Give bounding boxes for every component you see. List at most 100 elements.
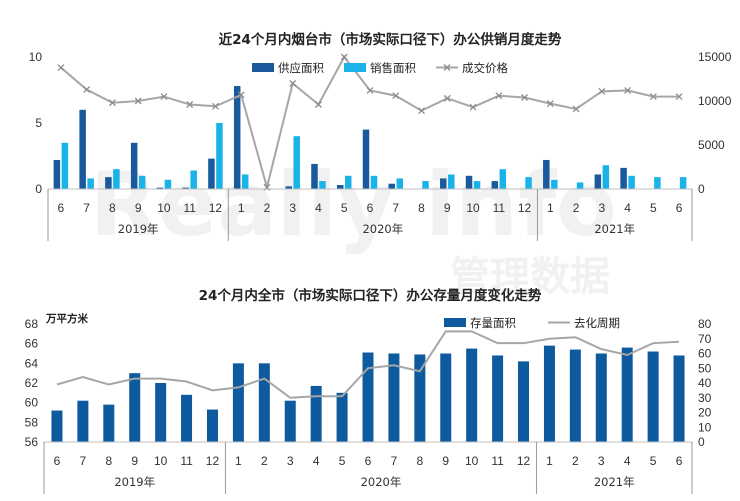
right-tick-label: 5000 — [698, 138, 725, 152]
x-tick-label: 4 — [315, 201, 322, 215]
x-tick-label: 8 — [416, 454, 423, 468]
left-tick-label: 5 — [35, 116, 42, 130]
right-tick-label: 60 — [698, 347, 712, 361]
line-marker — [392, 92, 400, 100]
bar-stock — [388, 353, 400, 442]
left-tick-label: 66 — [25, 337, 39, 351]
x-tick-label: 7 — [392, 201, 399, 215]
bar-sales — [164, 179, 172, 189]
left-tick-label: 0 — [35, 182, 42, 196]
year-label: 2019年 — [114, 475, 155, 489]
bar-sales — [448, 174, 455, 189]
bar-supply — [182, 187, 189, 189]
bar-stock — [414, 354, 426, 442]
bar-sales — [396, 178, 404, 189]
line-marker — [57, 64, 65, 72]
bar-sales — [679, 177, 687, 189]
bar-supply — [620, 167, 627, 189]
line-marker — [572, 105, 580, 113]
bar-supply — [105, 177, 112, 189]
bar-supply — [336, 185, 344, 189]
legend-swatch — [252, 63, 274, 72]
line-marker — [289, 79, 297, 87]
supply-sales-chart: 近24个月内烟台市（市场实际口径下）办公供销月度走势 0 5 10 0 5000 10000… — [29, 31, 732, 241]
bar-stock — [155, 383, 167, 442]
watermark-text: Really info — [90, 153, 617, 256]
bar-supply — [362, 129, 370, 189]
x-tick-label: 5 — [341, 201, 348, 215]
bar-supply — [388, 183, 396, 189]
x-tick-label: 6 — [58, 201, 65, 215]
year-label: 2020年 — [361, 475, 402, 489]
bar-stock — [310, 385, 322, 442]
bar-stock — [336, 392, 348, 442]
bar-sales — [576, 182, 584, 189]
legend-label: 销售面积 — [370, 61, 416, 75]
right-tick-label: 0 — [698, 182, 705, 196]
bar-sales — [473, 181, 481, 189]
unit-label: 万平方米 — [45, 312, 88, 325]
bar-stock — [569, 349, 581, 442]
line-marker — [160, 93, 168, 101]
x-tick-label: 9 — [135, 201, 142, 215]
legend-swatch — [444, 318, 466, 327]
bar-supply — [491, 181, 499, 189]
left-tick-label: 68 — [25, 317, 39, 331]
x-tick-label: 4 — [313, 454, 320, 468]
x-tick-label: 1 — [546, 454, 553, 468]
legend-swatch — [344, 63, 366, 72]
x-tick-label: 12 — [209, 201, 223, 215]
left-tick-label: 62 — [25, 376, 39, 390]
bar-stock — [258, 363, 270, 442]
x-tick-label: 9 — [131, 454, 138, 468]
left-tick-label: 10 — [29, 50, 43, 64]
x-tick-label: 2 — [573, 201, 580, 215]
line-marker — [186, 101, 194, 108]
bar-sales — [344, 175, 352, 189]
right-tick-label: 20 — [698, 406, 712, 420]
x-tick-label: 6 — [676, 201, 683, 215]
bar-stock — [492, 355, 504, 442]
bar-stock — [129, 373, 141, 442]
x-tick-label: 6 — [54, 454, 61, 468]
bar-supply — [233, 86, 241, 189]
bar-stock — [595, 353, 607, 442]
x-tick-label: 3 — [598, 454, 605, 468]
x-tick-label: 6 — [365, 454, 372, 468]
right-tick-label: 0 — [698, 435, 705, 449]
bar-sales — [628, 175, 635, 189]
stock-chart: 24个月内全市（市场实际口径下）办公存量月度变化走势万平方米5658606264… — [25, 287, 712, 494]
x-tick-label: 5 — [650, 454, 657, 468]
bar-supply — [594, 174, 602, 189]
bar-sales — [113, 169, 120, 189]
right-tick-label: 10 — [698, 420, 712, 434]
legend-label: 供应面积 — [278, 61, 324, 75]
x-tick-label: 1 — [235, 454, 242, 468]
line-marker — [495, 92, 503, 100]
right-tick-label: 40 — [698, 376, 712, 390]
line-marker — [675, 93, 683, 101]
bar-sales — [422, 181, 429, 189]
x-tick-label: 3 — [289, 201, 296, 215]
bar-stock — [647, 351, 659, 442]
x-tick-label: 10 — [465, 454, 479, 468]
bar-sales — [293, 136, 300, 189]
left-tick-label: 56 — [25, 435, 39, 449]
line-marker — [134, 97, 142, 105]
line-marker — [469, 103, 477, 111]
right-tick-label: 50 — [698, 361, 712, 375]
right-tick-label: 70 — [698, 332, 712, 346]
bar-sales — [319, 181, 326, 189]
x-tick-label: 8 — [109, 201, 116, 215]
x-tick-label: 11 — [493, 201, 506, 215]
right-tick-label: 10000 — [698, 94, 732, 108]
bar-sales — [61, 142, 69, 189]
bar-supply — [79, 109, 86, 189]
left-tick-label: 64 — [25, 356, 39, 370]
bar-sales — [87, 178, 94, 189]
x-tick-label: 1 — [238, 201, 245, 215]
x-tick-label: 12 — [206, 454, 220, 468]
line-marker — [649, 93, 657, 101]
x-tick-label: 7 — [391, 454, 398, 468]
bar-sales — [525, 177, 532, 189]
